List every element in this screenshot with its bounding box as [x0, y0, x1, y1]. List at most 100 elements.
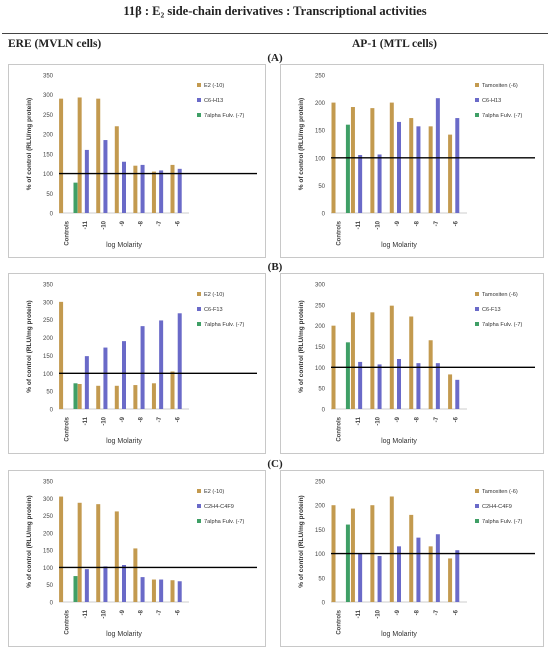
- y-tick-label: 250: [43, 514, 54, 520]
- x-tick-label: -10: [376, 220, 382, 229]
- x-tick-label: -6: [176, 609, 182, 615]
- bar-tamoxiten-6-: [448, 134, 453, 213]
- chart-c-ere: 0 50 100 150 200 250 300 350 Controls -11 -10 -9 -8 -…: [8, 470, 266, 647]
- x-tick-label: -8: [139, 416, 145, 422]
- bar-c6-h13: [103, 140, 108, 213]
- legend-swatch: [197, 504, 201, 508]
- bar-c6-h13: [122, 161, 126, 213]
- y-tick-label: 150: [315, 129, 326, 135]
- y-axis-title: % of control (RLU/mg protein): [298, 300, 305, 392]
- chart-b-ap1: 0 50 100 150 200 250 300 Controls -11 -10 -9 -8 -7 -6…: [280, 273, 544, 454]
- y-axis-title: % of control (RLU/mg protein): [26, 495, 33, 587]
- panel-label-c: (C): [267, 458, 283, 470]
- y-tick-label: 200: [43, 133, 54, 139]
- x-tick-label: -6: [176, 220, 182, 226]
- legend-swatch: [197, 292, 201, 296]
- bar-tamoxiten-6-: [370, 108, 375, 213]
- bar-e2-10-: [170, 371, 175, 409]
- legend-entry: C6-F13: [482, 307, 501, 313]
- x-tick-label: -6: [453, 220, 459, 226]
- x-tick-label: -11: [356, 416, 362, 425]
- y-tick-label: 100: [43, 172, 54, 178]
- bar-e2-10-: [59, 496, 64, 602]
- y-tick-label: 300: [43, 93, 54, 99]
- y-tick-label: 50: [46, 192, 53, 198]
- bar-c6-f13: [416, 363, 421, 409]
- bar-c2h4-c4f9: [177, 581, 182, 602]
- bar-e2-10-: [114, 385, 119, 409]
- bar-c2h4-c4f9: [140, 577, 145, 602]
- x-tick-label: -10: [376, 416, 382, 425]
- x-tick-label: -7: [157, 416, 163, 422]
- legend-swatch: [475, 322, 479, 326]
- y-tick-label: 350: [43, 480, 54, 486]
- legend-swatch: [197, 519, 201, 523]
- bar-c2h4-c4f9: [416, 537, 421, 602]
- legend-entry: C6-H13: [204, 98, 223, 104]
- x-tick-label: -9: [120, 220, 126, 226]
- bar-e2-10-: [151, 171, 156, 213]
- x-axis-title: log Molarity: [381, 631, 417, 638]
- legend-entry: C6-F13: [204, 307, 223, 313]
- x-tick-label: Controls: [64, 220, 70, 245]
- y-tick-label: 50: [46, 390, 53, 396]
- bar-tamoxiten-6-: [389, 305, 394, 409]
- bar-c6-f13: [103, 347, 108, 409]
- x-tick-label: Controls: [337, 416, 343, 441]
- bar-c6-f13: [397, 359, 401, 409]
- y-tick-label: 150: [43, 354, 54, 360]
- x-tick-label: Controls: [337, 609, 343, 634]
- x-tick-label: -8: [139, 220, 145, 226]
- x-tick-label: -8: [414, 416, 420, 422]
- bar-tamoxiten-6-: [448, 558, 453, 602]
- legend-entry: E2 (-10): [204, 292, 224, 298]
- bar-tamoxiten-6-: [389, 496, 394, 602]
- x-tick-label: -11: [83, 220, 89, 229]
- y-axis-title: % of control (RLU/mg protein): [26, 98, 33, 190]
- legend-swatch: [197, 322, 201, 326]
- y-tick-label: 100: [315, 366, 326, 372]
- x-tick-label: -10: [101, 609, 107, 618]
- x-tick-label: -7: [434, 220, 440, 226]
- y-tick-label: 300: [43, 497, 54, 503]
- chart-svg: 0 50 100 150 200 250 300 350 Controls -11 -10 -9 -8 -…: [26, 283, 257, 445]
- bar-c6-f13: [177, 313, 182, 409]
- bar-c2h4-c4f9: [84, 569, 89, 602]
- bar-e2-10-: [133, 165, 138, 213]
- x-tick-label: Controls: [337, 220, 343, 245]
- bar-e2-10-: [133, 548, 138, 602]
- x-axis-title: log Molarity: [106, 242, 142, 249]
- chart-c-ap1: 0 50 100 150 200 250 Controls -11 -10 -9 -8 -7 -6 log…: [280, 470, 544, 647]
- x-axis-title: log Molarity: [381, 242, 417, 249]
- y-tick-label: 150: [315, 345, 326, 351]
- y-tick-label: 0: [322, 601, 326, 607]
- x-tick-label: Controls: [64, 416, 70, 441]
- bar-c2h4-c4f9: [397, 546, 401, 602]
- legend-swatch: [475, 292, 479, 296]
- y-tick-label: 300: [315, 283, 326, 289]
- y-axis-title: % of control (RLU/mg protein): [298, 98, 305, 190]
- bar-7alpha-fulv-7-: [73, 383, 78, 409]
- bar-tamoxiten-6-: [409, 118, 414, 213]
- y-tick-label: 100: [315, 156, 326, 162]
- bar-7alpha-fulv-7-: [73, 576, 78, 602]
- y-tick-label: 250: [43, 318, 54, 324]
- y-tick-label: 200: [315, 101, 326, 107]
- bar-c6-h13: [455, 118, 460, 213]
- bar-c6-f13: [377, 364, 382, 409]
- legend-swatch: [475, 504, 479, 508]
- bar-7alpha-fulv-7-: [345, 524, 350, 602]
- bar-e2-10-: [96, 504, 101, 602]
- bar-c6-h13: [159, 170, 164, 213]
- x-axis-title: log Molarity: [106, 631, 142, 638]
- y-tick-label: 300: [43, 300, 54, 306]
- y-tick-label: 150: [43, 549, 54, 555]
- legend-entry: C6-H13: [482, 98, 501, 104]
- x-tick-label: -9: [120, 609, 126, 615]
- bar-e2-10-: [170, 580, 175, 602]
- bar-c6-h13: [84, 149, 89, 213]
- header-divider: [2, 33, 548, 34]
- bar-e2-10-: [96, 98, 101, 213]
- bar-c2h4-c4f9: [159, 579, 164, 602]
- x-tick-label: -8: [414, 609, 420, 615]
